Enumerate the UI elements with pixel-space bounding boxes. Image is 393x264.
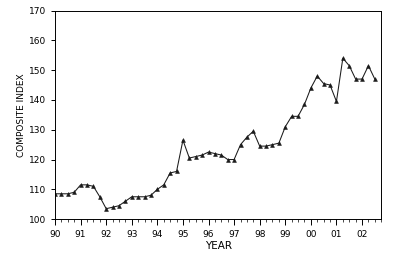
Y-axis label: COMPOSITE INDEX: COMPOSITE INDEX (17, 73, 26, 157)
X-axis label: YEAR: YEAR (205, 241, 231, 251)
